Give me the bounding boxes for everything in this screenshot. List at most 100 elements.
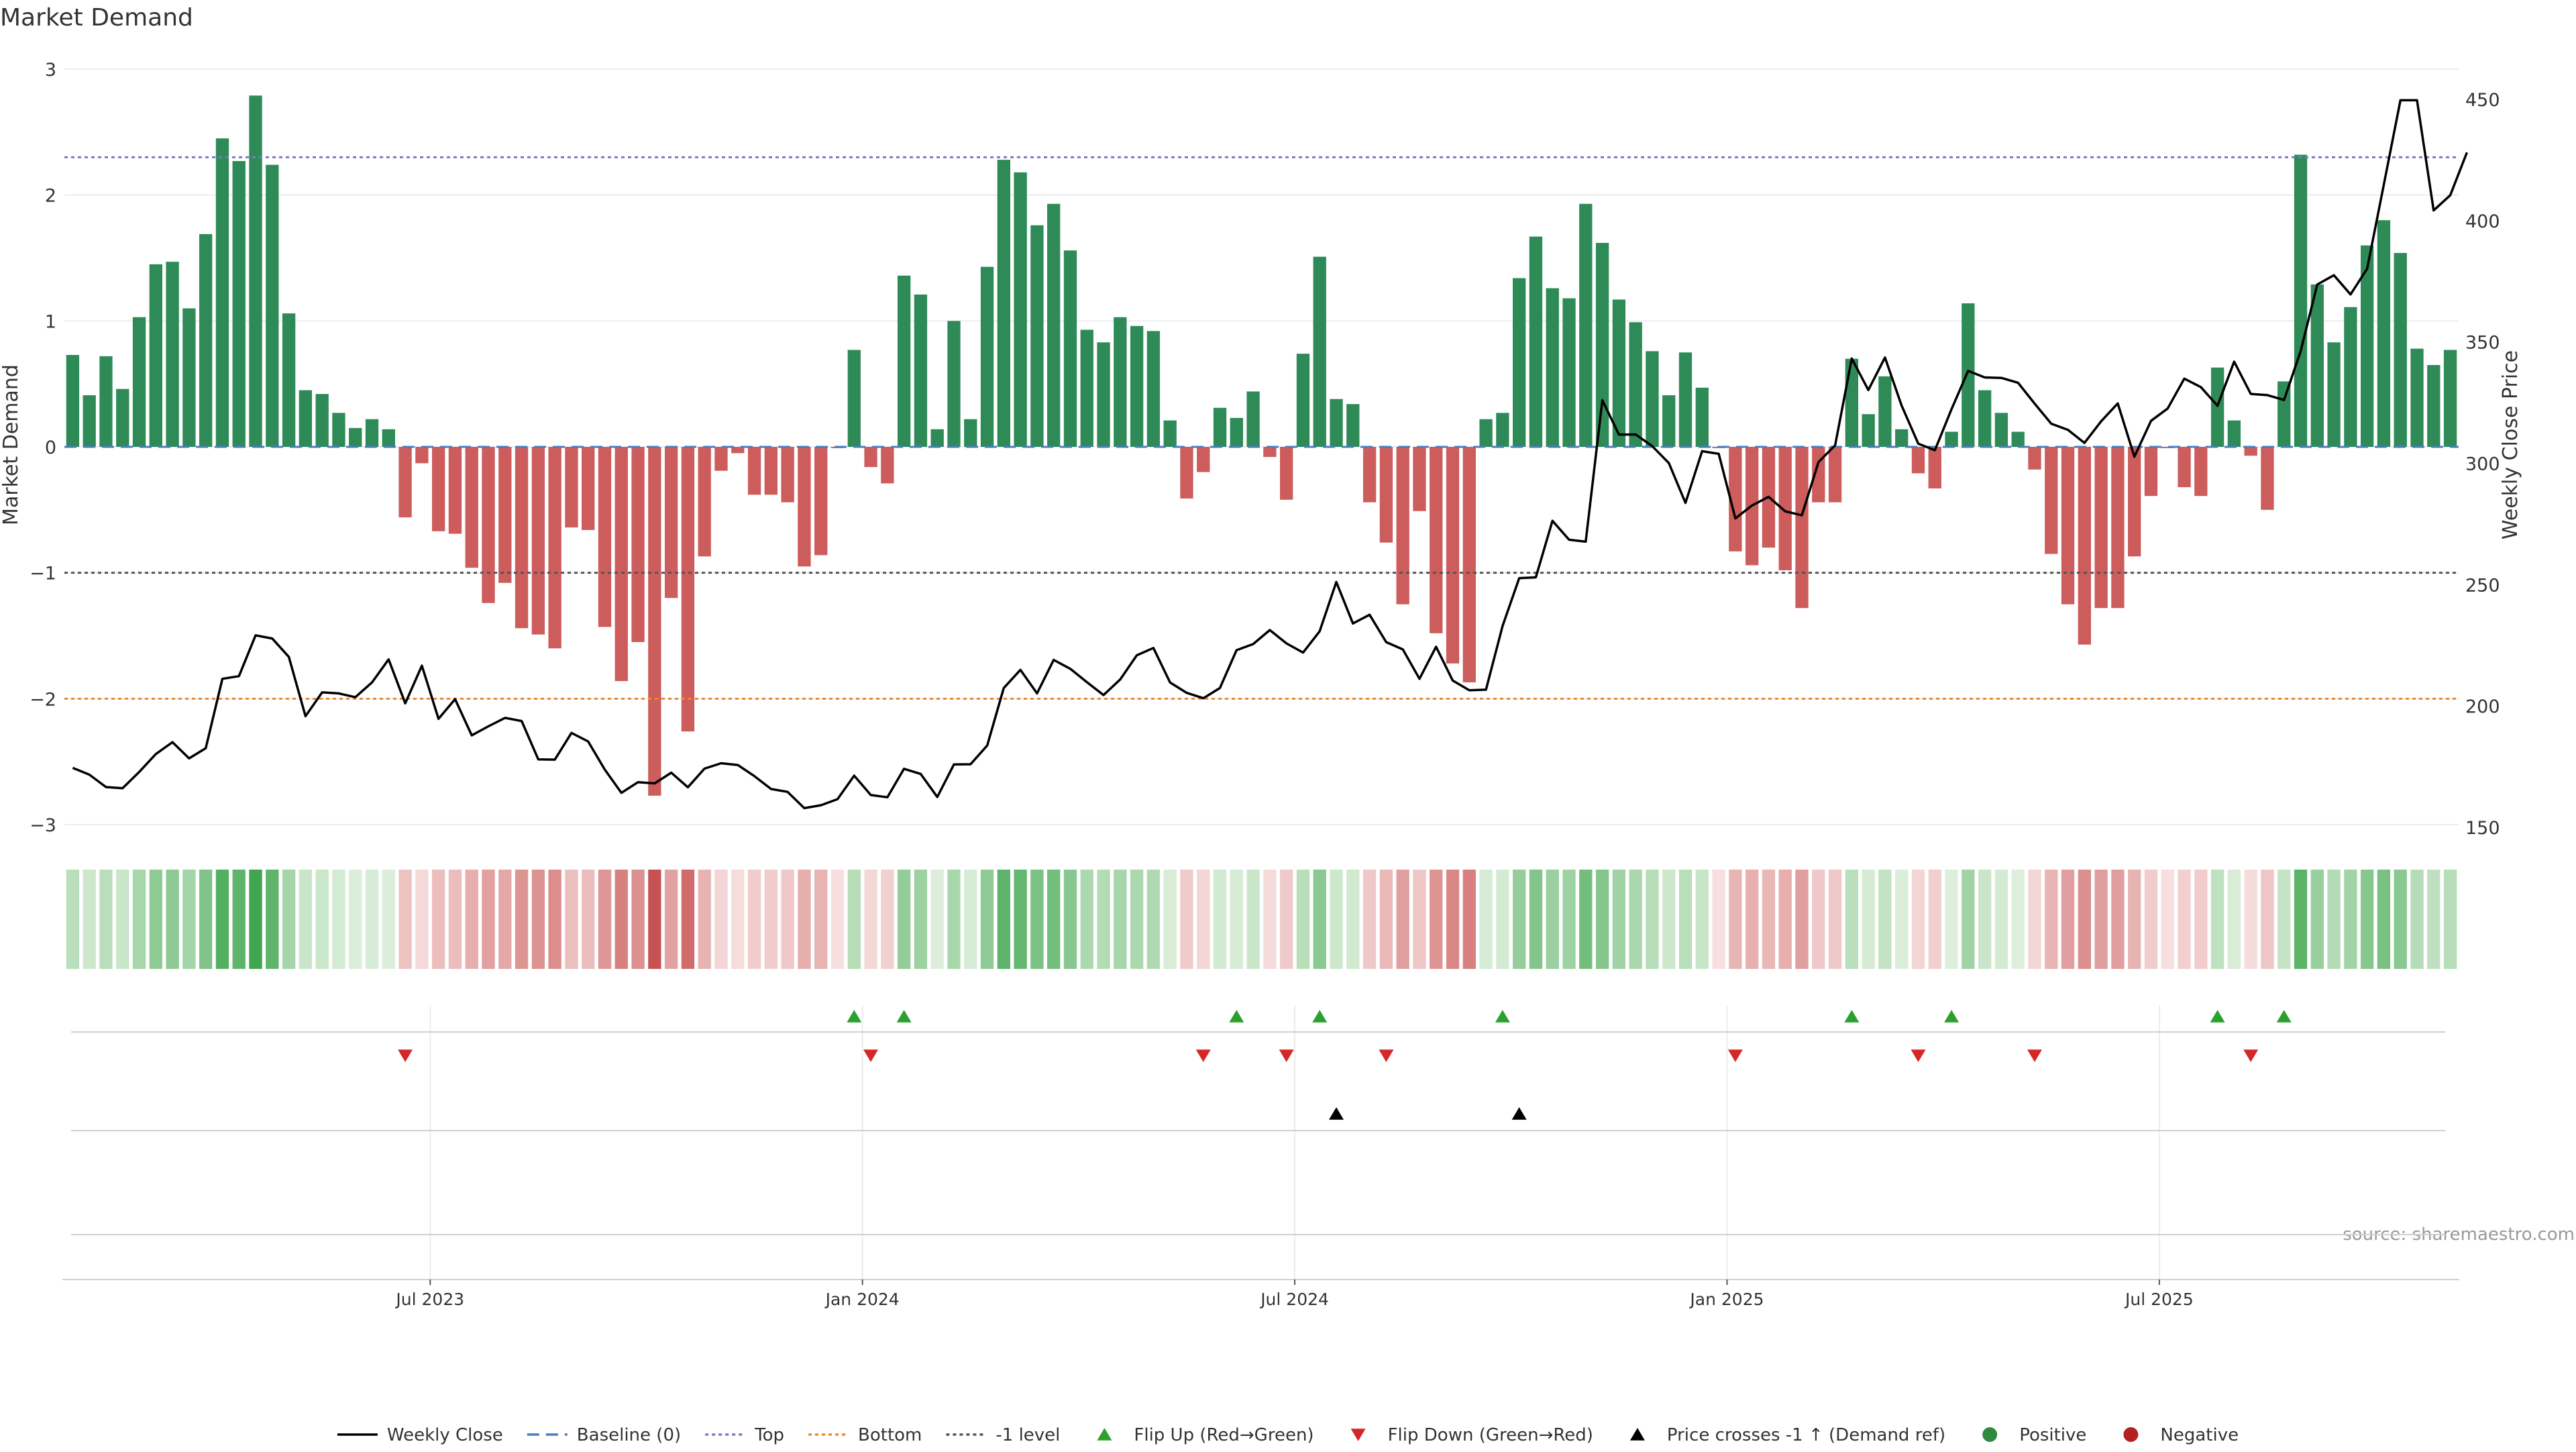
heat-cell [814,870,828,969]
demand-bar [2045,447,2058,554]
demand-bar [698,447,711,557]
y-tick-label: −3 [30,815,56,836]
heat-cell [980,870,994,969]
heat-cell [1396,870,1409,969]
demand-bar [1479,419,1493,447]
demand-bar [398,447,412,518]
heat-cell [1978,870,1992,969]
demand-bar [1878,376,1892,447]
demand-bar [648,447,661,796]
heat-cell [1413,870,1426,969]
demand-bar [598,447,612,627]
heat-cell [1945,870,1958,969]
demand-bar [2410,348,2424,447]
demand-bar [1529,236,1543,447]
y-tick-label: 0 [45,437,56,458]
legend-label: Weekly Close [387,1425,503,1445]
flip-down-marker [1195,1049,1211,1062]
demand-bar [1695,387,1709,447]
demand-bar [1462,447,1476,682]
heat-cell [2045,870,2058,969]
heat-cell [1994,870,2008,969]
demand-bar [1812,447,1825,503]
demand-bars [66,95,2457,796]
heat-cell [2144,870,2158,969]
heat-cell [1280,870,1293,969]
heat-cell [2194,870,2208,969]
demand-bar [565,447,578,528]
legend-label: Positive [2019,1425,2086,1445]
flip-up-marker [1229,1010,1244,1023]
heat-cell [2277,870,2291,969]
demand-bar [714,447,728,471]
heat-cell [132,870,146,969]
heat-cell [964,870,977,969]
heat-cell [1362,870,1377,969]
heat-cell [864,870,877,969]
heat-cell [2061,870,2075,969]
legend-item: Bottom [808,1425,922,1445]
heat-cell [2310,870,2324,969]
heat-cell [282,870,296,969]
demand-bar [930,429,944,447]
heat-cell [1163,870,1177,969]
heat-cell [2094,870,2108,969]
heat-cell [448,870,462,969]
flip-down-marker [2243,1049,2259,1062]
demand-bar [2210,367,2224,447]
demand-bar [1213,407,1227,447]
demand-bar [1146,331,1161,447]
demand-bar [382,429,395,447]
demand-bar [448,447,462,534]
x-tick-label: Jul 2023 [394,1290,464,1309]
demand-bar [548,447,561,649]
heat-cell [1562,870,1576,969]
demand-bar [1413,447,1426,511]
demand-bar [1446,447,1460,664]
demand-bar [2344,307,2357,447]
heat-cell [1197,870,1210,969]
heat-cell [332,870,345,969]
y-tick-label: −1 [30,564,56,584]
heat-cell [1030,870,1044,969]
demand-bar [2011,431,2025,447]
demand-bar [2178,447,2191,488]
y2-tick-label: 300 [2465,454,2500,475]
heat-cell [1962,870,1975,969]
flip-down-marker [863,1049,879,1062]
demand-bar [798,447,811,567]
demand-bar [182,308,196,447]
heat-cell [1729,870,1742,969]
heat-cell [1446,870,1460,969]
y-tick-label: 1 [45,311,56,332]
demand-bar [864,447,877,468]
demand-bar [1778,447,1792,570]
legend-label: Flip Up (Red→Green) [1134,1425,1313,1445]
heat-cell [781,870,794,969]
legend-label: Negative [2160,1425,2239,1445]
heat-cell [598,870,612,969]
heat-cell [847,870,861,969]
demand-heat-strip [66,870,2457,969]
demand-bar [482,447,495,603]
heat-cell [2178,870,2191,969]
heat-cell [1246,870,1260,969]
heat-cell [1114,870,1127,969]
heat-cell [1496,870,1509,969]
heat-cell [1513,870,1526,969]
heat-cell [2344,870,2357,969]
legend-swatch [1097,1428,1112,1441]
heat-cell [1745,870,1759,969]
demand-bar [980,266,994,447]
flip-up-marker [847,1010,862,1023]
y2-tick-label: 400 [2465,211,2500,232]
flip-down-marker [1279,1049,1294,1062]
demand-bar [1396,447,1409,605]
heat-cell [149,870,162,969]
demand-bar [2327,342,2341,447]
demand-bar [881,447,894,484]
y-tick-labels: 3 2 1 0 −1 −2 −3 [30,60,56,836]
heat-cell [2443,870,2457,969]
demand-bar [1263,447,1277,458]
